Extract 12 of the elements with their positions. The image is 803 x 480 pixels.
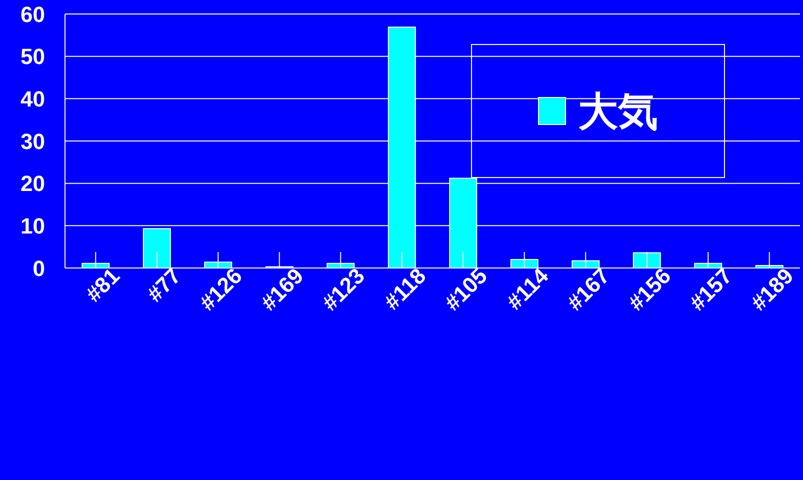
bar <box>632 252 661 268</box>
y-tick-label: 10 <box>20 213 45 238</box>
legend-label: 大気 <box>578 88 658 136</box>
y-tick-label: 20 <box>20 171 45 196</box>
bar <box>142 228 171 268</box>
y-tick-label: 50 <box>20 44 45 70</box>
y-tick-label: 0 <box>32 256 45 281</box>
x-tick-label: #81 <box>80 263 124 307</box>
y-tick-label: 40 <box>20 86 45 112</box>
y-tick-label: 60 <box>20 2 45 27</box>
x-tick-label: #77 <box>142 263 186 307</box>
y-tick-label: 30 <box>20 128 45 154</box>
